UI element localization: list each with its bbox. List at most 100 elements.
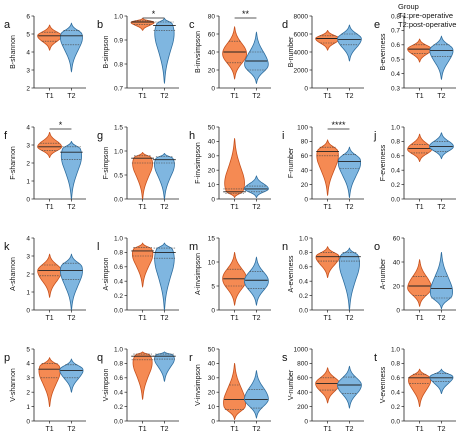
panel-n: nA-evenness 0.0 0.2 0.4 0.6 0.8 1.0 T1 T2	[282, 235, 364, 322]
y-axis-label: F-simpson	[103, 147, 110, 180]
panel-b: bB-simpson 0.7 0.8 0.9 1.0 T1 T2 *	[97, 9, 179, 100]
x-tick-label: T2	[67, 204, 75, 211]
y-tick-label: 0.8	[114, 250, 123, 257]
y-tick-label: 0.6	[391, 42, 400, 49]
panel-letter-r: r	[189, 352, 193, 364]
y-tick-label: 4	[26, 49, 30, 56]
y-tick-label: 40	[301, 168, 309, 175]
y-tick-label: 0	[26, 307, 30, 314]
x-tick-label: T2	[437, 93, 445, 100]
x-tick-label: T1	[139, 93, 147, 100]
y-tick-label: 3	[26, 375, 30, 382]
y-tick-label: 50	[208, 124, 216, 131]
y-tick-label: 30	[208, 375, 216, 382]
x-tick-label: T2	[67, 93, 75, 100]
x-tick-label: T1	[231, 204, 239, 211]
violin-t2	[429, 132, 454, 160]
x-tick-label: T1	[46, 93, 54, 100]
panel-letter-b: b	[97, 19, 103, 31]
x-tick-label: T2	[160, 93, 168, 100]
legend-item-t2: T2:post-operative	[398, 20, 457, 29]
y-tick-label: 1.0	[391, 124, 400, 131]
y-tick-label: 0	[26, 196, 30, 203]
y-axis-label: A-evenness	[288, 255, 295, 292]
y-tick-label: 20	[208, 390, 216, 397]
y-tick-label: 1	[26, 404, 30, 411]
y-tick-label: 0.4	[114, 279, 123, 286]
y-tick-label: 1.0	[114, 346, 123, 353]
violin-t2	[244, 256, 269, 306]
y-tick-label: 0.7	[114, 85, 123, 92]
y-tick-label: 0.9	[114, 37, 123, 44]
y-tick-label: 10	[208, 182, 216, 189]
violin-t2	[59, 358, 84, 393]
y-tick-label: 4	[26, 235, 30, 242]
y-tick-label: 20	[301, 182, 309, 189]
y-tick-label: 0.8	[114, 361, 123, 368]
y-axis-label: A-simpson	[103, 257, 110, 290]
y-tick-label: 0.4	[299, 279, 308, 286]
y-tick-label: 0.8	[114, 61, 123, 68]
x-tick-label: T1	[416, 93, 424, 100]
violin-t2	[60, 141, 83, 200]
y-tick-label: 10	[208, 259, 216, 266]
violin-t1	[224, 138, 245, 198]
y-axis-label: F-evenness	[380, 144, 387, 181]
panel-s: sV-number 0 200 400 600 800 1000 T1 T2	[282, 346, 364, 433]
panel-r: rV-invsimpson 0 10 20 30 40 50 T1 T2	[189, 346, 271, 433]
x-tick-label: T1	[416, 426, 424, 433]
y-tick-label: 1.0	[114, 148, 123, 155]
x-tick-label: T1	[139, 315, 147, 322]
y-tick-label: 0.0	[391, 418, 400, 425]
y-tick-label: 20	[208, 67, 216, 74]
y-tick-label: 0.2	[299, 293, 308, 300]
y-tick-label: 0.0	[299, 307, 308, 314]
x-tick-label: T1	[46, 426, 54, 433]
y-tick-label: 1.0	[114, 13, 123, 20]
y-tick-label: 1.0	[114, 235, 123, 242]
y-tick-label: 5	[211, 283, 215, 290]
x-tick-label: T2	[345, 315, 353, 322]
y-tick-label: 0	[304, 418, 308, 425]
violin-t2	[154, 242, 175, 311]
y-tick-label: 0.4	[114, 390, 123, 397]
x-tick-label: T2	[252, 315, 260, 322]
violin-t2	[244, 175, 269, 198]
x-tick-label: T2	[437, 315, 445, 322]
x-tick-label: T2	[437, 426, 445, 433]
x-tick-label: T1	[324, 315, 332, 322]
y-tick-label: 0.8	[299, 250, 308, 257]
panel-c: cB-invsimpson 0 20 40 60 80 T1 T2 **	[189, 9, 271, 100]
y-tick-label: 4000	[294, 49, 309, 56]
y-axis-label: F-shannon	[10, 146, 17, 180]
legend-title: Group	[398, 2, 419, 11]
y-tick-label: 0	[211, 418, 215, 425]
y-tick-label: 0	[211, 307, 215, 314]
x-tick-label: T2	[345, 93, 353, 100]
y-tick-label: 2	[26, 390, 30, 397]
x-tick-label: T1	[231, 315, 239, 322]
violin-t2	[244, 370, 269, 419]
y-axis-label: B-evenness	[380, 33, 387, 70]
y-tick-label: 0.2	[114, 293, 123, 300]
legend: Group T1:pre-operative T2:post-operative	[398, 2, 456, 29]
y-tick-label: 4	[26, 361, 30, 368]
panel-letter-t: t	[374, 352, 377, 364]
y-tick-label: 0.2	[391, 404, 400, 411]
panel-letter-c: c	[189, 19, 195, 31]
y-axis-label: A-invsimpson	[195, 253, 202, 295]
y-tick-label: 0.6	[391, 375, 400, 382]
panel-letter-f: f	[4, 130, 8, 142]
violin-t1	[37, 24, 63, 51]
violin-t2	[337, 24, 362, 62]
panel-letter-a: a	[4, 19, 11, 31]
panel-letter-n: n	[282, 241, 288, 253]
y-tick-label: 50	[208, 346, 216, 353]
violin-t1	[407, 133, 433, 162]
x-tick-label: T1	[46, 204, 54, 211]
violin-t1	[132, 152, 153, 200]
y-tick-label: 40	[208, 361, 216, 368]
panel-letter-j: j	[373, 130, 376, 142]
y-tick-label: 6000	[294, 31, 309, 38]
x-tick-label: T2	[160, 204, 168, 211]
